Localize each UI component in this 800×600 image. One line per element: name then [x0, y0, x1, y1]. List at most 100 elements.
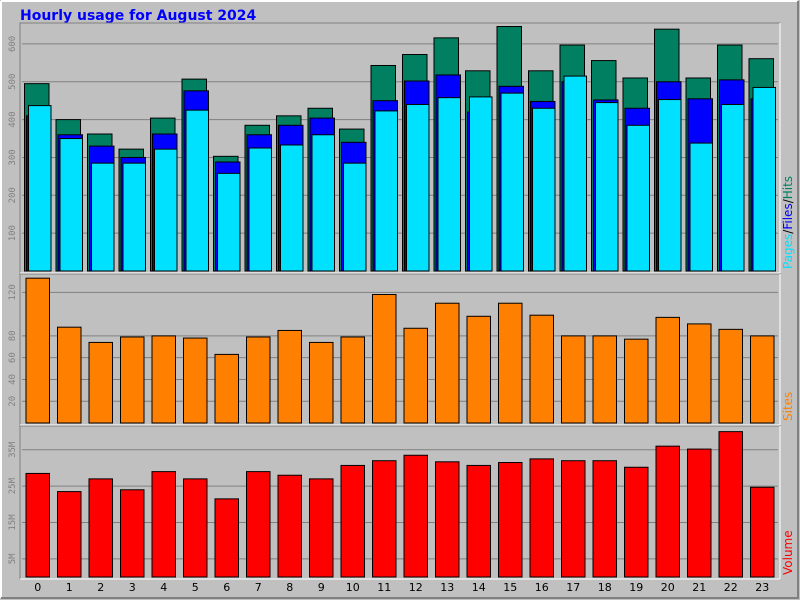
bar-pages-hour-8: [280, 144, 304, 272]
bar-sites-hour-4: [151, 335, 176, 424]
x-tick-label-hour-1: 1: [66, 581, 73, 594]
x-tick-label-hour-2: 2: [97, 581, 104, 594]
bar-volume-hour-23: [750, 486, 775, 578]
bar-pages-hour-18: [595, 102, 619, 272]
bar-sites-hour-6: [214, 353, 239, 424]
bar-sites-hour-8: [277, 329, 302, 424]
x-tick-label-hour-3: 3: [129, 581, 136, 594]
y-tick-label: 500: [8, 74, 18, 90]
bar-volume-hour-15: [498, 462, 523, 578]
y-tick-label: 40: [8, 374, 18, 385]
x-tick-label-hour-21: 21: [692, 581, 706, 594]
bar-pages-hour-13: [437, 97, 461, 272]
bar-sites-hour-18: [592, 335, 617, 424]
bar-volume-hour-4: [151, 471, 176, 578]
legend-entry: /: [781, 198, 795, 203]
bar-volume-hour-20: [655, 445, 680, 578]
bar-volume-hour-21: [687, 448, 712, 578]
y-tick-label: 15M: [8, 514, 18, 531]
bar-sites-hour-5: [183, 337, 208, 424]
x-tick-label-hour-5: 5: [192, 581, 199, 594]
bar-pages-hour-14: [469, 96, 493, 272]
y-tick-label: 400: [8, 111, 18, 127]
bar-sites-hour-0: [25, 277, 50, 424]
bar-pages-hour-2: [91, 162, 115, 272]
bar-pages-hour-4: [154, 148, 178, 272]
bar-volume-hour-5: [183, 478, 208, 578]
bar-pages-hour-20: [658, 99, 682, 272]
x-tick-label-hour-0: 0: [34, 581, 41, 594]
bar-sites-hour-16: [529, 314, 554, 424]
bar-volume-hour-17: [561, 460, 586, 578]
y-tick-label: 20: [8, 396, 18, 407]
bar-volume-hour-10: [340, 464, 365, 578]
bar-pages-hour-15: [500, 92, 524, 272]
bar-pages-hour-9: [311, 134, 335, 272]
bar-volume-hour-19: [624, 466, 649, 578]
chart-panels: 100200300400500600Pages/Files/Hits204060…: [8, 22, 795, 580]
x-tick-label-hour-4: 4: [160, 581, 167, 594]
bar-sites-hour-13: [435, 302, 460, 424]
bar-pages-hour-19: [626, 124, 650, 272]
panel-sites: 20 40 60 80 120 Sites: [8, 273, 795, 426]
y-tick-label: 60: [8, 352, 18, 363]
bar-volume-hour-12: [403, 454, 428, 578]
bar-pages-hour-11: [374, 110, 398, 272]
x-tick-label-hour-23: 23: [755, 581, 769, 594]
x-tick-label-hour-20: 20: [661, 581, 675, 594]
y-tick-label: 80: [8, 330, 18, 341]
bar-pages-hour-22: [721, 103, 745, 272]
bar-volume-hour-22: [718, 431, 743, 578]
bar-pages-hour-3: [122, 162, 146, 272]
x-tick-label-hour-19: 19: [629, 581, 643, 594]
y-tick-label: 300: [8, 149, 18, 165]
legend-volume: Volume: [781, 530, 795, 575]
bar-volume-hour-6: [214, 498, 239, 578]
bar-volume-hour-18: [592, 460, 617, 578]
x-tick-label-hour-13: 13: [440, 581, 454, 594]
bar-pages-hour-17: [563, 75, 587, 272]
legend-entry: Volume: [781, 530, 795, 575]
x-tick-label-hour-9: 9: [318, 581, 325, 594]
legend-sites: Sites: [781, 392, 795, 421]
bar-volume-hour-14: [466, 464, 491, 578]
y-tick-label: 600: [8, 36, 18, 52]
bar-pages-hour-7: [248, 147, 272, 272]
legend-entry: /: [781, 229, 795, 234]
chart-title: Hourly usage for August 2024: [20, 8, 257, 24]
bar-sites-hour-22: [718, 328, 743, 424]
bar-sites-hour-17: [561, 335, 586, 424]
bar-sites-hour-15: [498, 302, 523, 424]
panel-volume: 5M 15M 25M 35M Volume: [8, 425, 795, 580]
bar-sites-hour-23: [750, 335, 775, 424]
legend-entry: Pages: [781, 234, 795, 269]
legend-entry: Sites: [781, 392, 795, 421]
bar-pages-hour-16: [532, 107, 556, 272]
x-tick-label-hour-17: 17: [566, 581, 580, 594]
bar-sites-hour-21: [687, 323, 712, 424]
bar-pages-hour-5: [185, 109, 209, 272]
bar-sites-hour-12: [403, 327, 428, 424]
y-tick-label: 25M: [8, 477, 18, 494]
bar-sites-hour-9: [309, 341, 334, 424]
y-tick-label: 200: [8, 187, 18, 203]
bar-sites-hour-10: [340, 336, 365, 424]
x-tick-label-hour-15: 15: [503, 581, 517, 594]
bar-sites-hour-11: [372, 294, 397, 424]
bar-volume-hour-0: [25, 472, 50, 578]
bar-pages-hour-0: [28, 105, 52, 272]
bar-pages-hour-1: [59, 138, 83, 272]
y-tick-label: 100: [8, 225, 18, 241]
bar-sites-hour-19: [624, 338, 649, 424]
bar-pages-hour-6: [217, 172, 241, 272]
legend-entry: Files: [781, 203, 795, 229]
x-tick-label-hour-16: 16: [535, 581, 549, 594]
y-tick-label: 120: [8, 284, 18, 300]
bar-sites-hour-14: [466, 315, 491, 424]
x-tick-label-hour-7: 7: [255, 581, 262, 594]
bar-volume-hour-8: [277, 474, 302, 578]
x-tick-label-hour-8: 8: [286, 581, 293, 594]
y-tick-label: 5M: [8, 553, 18, 564]
bar-pages-hour-12: [406, 103, 430, 272]
